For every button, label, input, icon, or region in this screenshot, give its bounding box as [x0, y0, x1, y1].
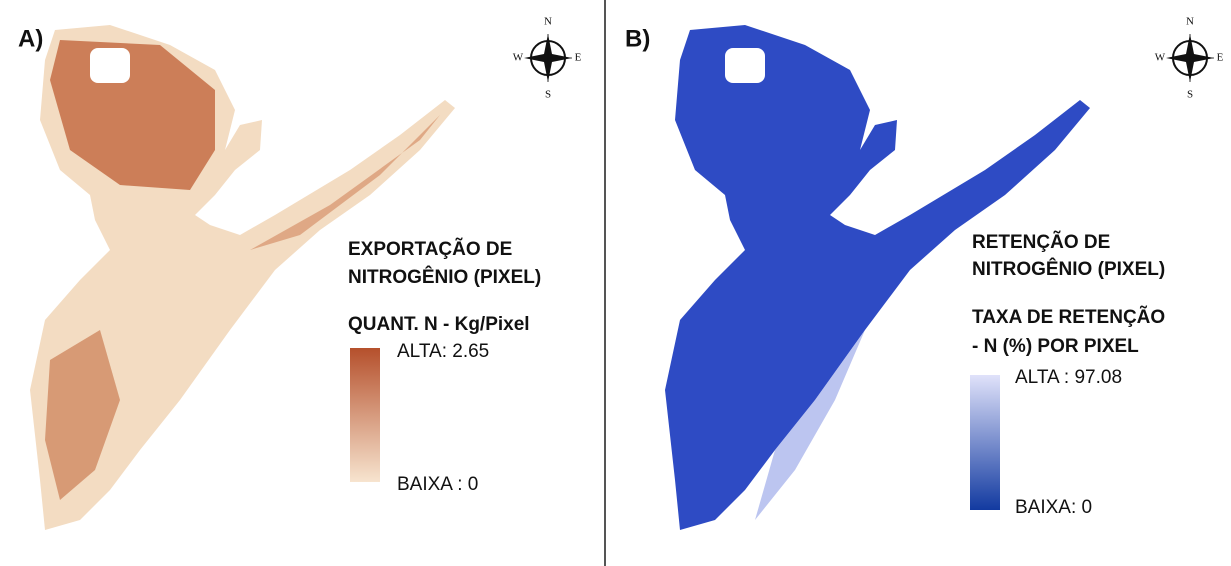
map-title: NITROGÊNIO (PIXEL) [972, 258, 1165, 280]
panel-b: B) N S W E RETENÇÃO DE NITROGÊNIO (PIXEL… [625, 16, 1224, 530]
compass [1166, 34, 1214, 82]
map-title: RETENÇÃO DE [972, 231, 1110, 253]
legend-low: BAIXA: 0 [1015, 497, 1092, 518]
compass-e: E [1217, 52, 1224, 64]
map-b-gap [725, 48, 765, 83]
legend-title: QUANT. N - Kg/Pixel [348, 314, 530, 335]
compass-e: E [575, 52, 582, 64]
compass-w: W [513, 52, 524, 64]
legend-ramp [350, 348, 380, 482]
compass-w: W [1155, 52, 1166, 64]
map-title: EXPORTAÇÃO DE [348, 238, 512, 260]
legend-high: ALTA: 2.65 [397, 341, 489, 362]
map-a-gap [90, 48, 130, 83]
compass-s: S [1187, 89, 1193, 101]
compass [524, 34, 572, 82]
compass-s: S [545, 89, 551, 101]
legend-high: ALTA : 97.08 [1015, 367, 1122, 388]
panel-label: B) [625, 25, 650, 52]
legend-title: - N (%) POR PIXEL [972, 336, 1139, 357]
legend-ramp [970, 375, 1000, 510]
legend-low: BAIXA : 0 [397, 474, 478, 495]
compass-n: N [1186, 16, 1194, 28]
figure: A) N S W E EXPORTAÇÃO DE NITROGÊNIO (PIX… [0, 0, 1231, 566]
panel-a: A) N S W E EXPORTAÇÃO DE NITROGÊNIO (PIX… [18, 16, 582, 530]
compass-n: N [544, 16, 552, 28]
legend-title: TAXA DE RETENÇÃO [972, 306, 1165, 328]
panel-label: A) [18, 25, 43, 52]
map-title: NITROGÊNIO (PIXEL) [348, 266, 541, 288]
